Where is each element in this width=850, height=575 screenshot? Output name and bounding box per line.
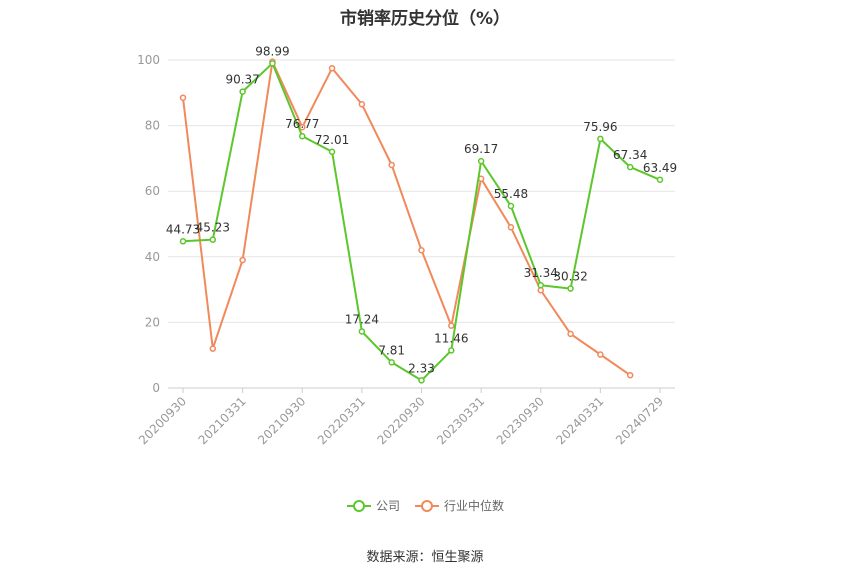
y-tick-label: 80 <box>145 119 160 133</box>
data-point <box>179 94 187 101</box>
data-label: 98.99 <box>255 44 289 58</box>
data-point <box>418 377 425 384</box>
x-tick-label: 20230331 <box>434 394 487 447</box>
data-label: 90.37 <box>225 73 259 87</box>
data-label: 67.34 <box>613 148 647 162</box>
data-point <box>358 328 366 335</box>
gridlines <box>168 59 675 323</box>
data-label: 72.01 <box>315 133 349 147</box>
data-label: 17.24 <box>345 312 379 326</box>
data-point <box>328 64 336 72</box>
data-label: 2.33 <box>408 361 435 375</box>
series <box>179 58 664 384</box>
data-label: 44.73 <box>166 222 200 236</box>
data-point <box>597 351 604 358</box>
x-tick-label: 20220930 <box>375 394 428 447</box>
data-point <box>299 123 306 131</box>
data-point <box>209 236 217 243</box>
legend-marker <box>421 500 433 512</box>
data-point <box>179 238 187 245</box>
data-point <box>507 202 515 210</box>
data-point <box>626 163 634 171</box>
series-line-1 <box>182 60 631 377</box>
data-label: 55.48 <box>494 187 528 201</box>
data-label: 63.49 <box>643 161 677 175</box>
data-point <box>358 101 366 108</box>
data-point <box>477 157 485 165</box>
x-tick-label: 20200930 <box>136 394 189 447</box>
source-note: 数据来源：恒生聚源 <box>366 550 484 565</box>
data-point <box>388 161 395 169</box>
series-line-0 <box>182 62 661 382</box>
data-point <box>537 281 544 289</box>
data-point <box>567 330 574 338</box>
data-point <box>299 132 306 140</box>
x-tick-label: 20240331 <box>553 394 606 447</box>
x-tick-label: 20240729 <box>613 394 666 447</box>
y-tick-label: 60 <box>145 184 160 198</box>
data-label: 76.77 <box>285 117 319 131</box>
data-label: 75.96 <box>583 120 617 134</box>
data-point <box>656 176 664 184</box>
data-point <box>448 322 455 329</box>
x-tick-label: 20230930 <box>494 394 547 447</box>
data-label: 69.17 <box>464 142 498 156</box>
x-tick-label: 20220331 <box>315 394 368 447</box>
chart-title: 市销率历史分位（%） <box>339 9 511 29</box>
data-point <box>418 246 425 254</box>
data-point <box>239 88 246 95</box>
data-label: 7.81 <box>378 343 405 357</box>
data-point <box>507 224 515 231</box>
legend-marker <box>353 500 365 512</box>
y-tick-label: 0 <box>152 381 160 395</box>
legend: 公司 行业中位数 <box>347 498 504 513</box>
data-point <box>626 371 634 379</box>
data-point <box>209 345 217 352</box>
data-label: 11.46 <box>434 331 468 345</box>
data-point <box>239 256 246 264</box>
x-tick-label: 20210930 <box>255 394 308 447</box>
y-tick-label: 100 <box>137 53 160 67</box>
data-label: 45.23 <box>196 221 230 235</box>
y-tick-label: 20 <box>145 315 160 329</box>
data-point <box>328 148 336 156</box>
data-point <box>388 359 395 366</box>
legend-label: 行业中位数 <box>444 498 504 513</box>
legend-label: 公司 <box>376 499 400 513</box>
data-point <box>567 285 574 292</box>
data-point <box>597 135 604 143</box>
x-tick-label: 20210331 <box>196 394 249 447</box>
data-point <box>269 60 276 67</box>
y-tick-label: 40 <box>145 250 160 264</box>
data-point <box>448 347 455 354</box>
data-label: 30.32 <box>553 270 587 284</box>
data-label: 31.34 <box>524 266 558 280</box>
data-point <box>537 287 544 294</box>
